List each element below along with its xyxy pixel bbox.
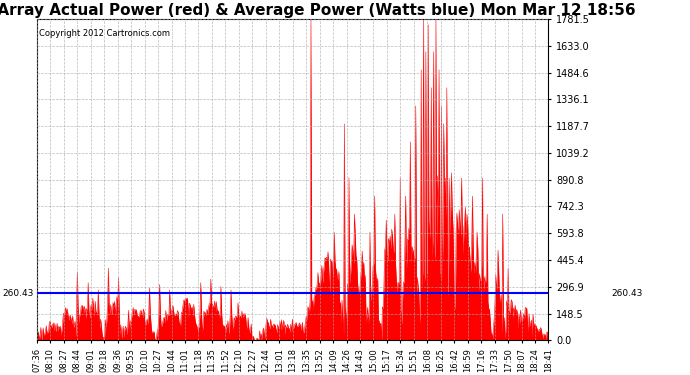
Text: Copyright 2012 Cartronics.com: Copyright 2012 Cartronics.com — [39, 28, 170, 38]
Title: West Array Actual Power (red) & Average Power (Watts blue) Mon Mar 12 18:56: West Array Actual Power (red) & Average … — [0, 3, 636, 18]
Text: 260.43: 260.43 — [611, 289, 642, 298]
Text: 260.43: 260.43 — [3, 289, 34, 298]
